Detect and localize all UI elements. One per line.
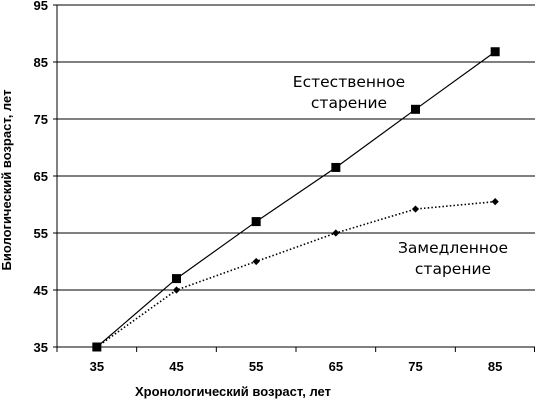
y-tick-label-85: 85 xyxy=(34,55,48,70)
y-tick-label-75: 75 xyxy=(34,112,48,127)
series-group xyxy=(92,47,500,352)
annotation-slowed-line1: Замедленное xyxy=(398,239,508,257)
x-tick-label-35: 35 xyxy=(90,359,104,374)
grid-lines xyxy=(57,4,535,291)
y-tick-label-65: 65 xyxy=(34,169,48,184)
series-1-point-75 xyxy=(411,104,420,114)
tick-labels: 35 45 55 65 75 85 95 35 45 55 65 75 85 xyxy=(34,0,503,374)
series-1-point-65 xyxy=(331,162,341,172)
annotation-natural-line1: Естественное xyxy=(293,73,405,91)
series-1-point-45 xyxy=(172,274,181,284)
x-tick-label-55: 55 xyxy=(249,359,263,374)
series-2-point-45 xyxy=(172,286,181,294)
x-tick-label-75: 75 xyxy=(408,359,422,374)
series-2-point-35 xyxy=(93,343,101,351)
x-tick-label-65: 65 xyxy=(329,359,343,374)
annotation-slowed-line2: старение xyxy=(415,260,491,278)
series-1-line xyxy=(96,51,496,348)
x-tick-label-85: 85 xyxy=(488,359,502,374)
x-tick-label-45: 45 xyxy=(169,359,183,374)
series-2-point-55 xyxy=(252,257,260,266)
series-1-point-85 xyxy=(490,47,500,57)
series-2-line xyxy=(96,200,496,348)
series-1-point-55 xyxy=(251,217,261,227)
y-tick-label-35: 35 xyxy=(34,340,48,355)
y-tick-label-45: 45 xyxy=(34,283,48,298)
series-2-point-75 xyxy=(411,205,420,213)
annotation-natural-line2: старение xyxy=(311,94,387,112)
x-axis-title: Хронологический возраст, лет xyxy=(135,384,331,399)
series-2-point-85 xyxy=(491,198,499,206)
series-2-point-65 xyxy=(332,229,340,237)
y-axis-title: Биологический возраст, лет xyxy=(0,90,14,271)
y-tick-label-95: 95 xyxy=(34,0,48,13)
y-tick-label-55: 55 xyxy=(34,226,48,241)
axes xyxy=(53,4,535,352)
